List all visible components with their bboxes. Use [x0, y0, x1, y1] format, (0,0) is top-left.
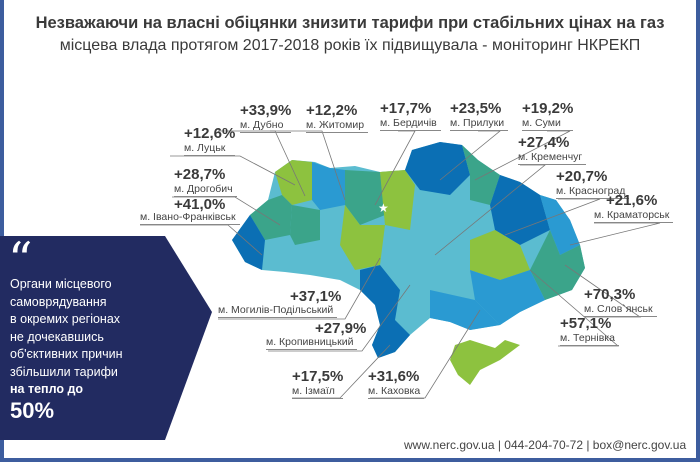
- city-label-mohyliv-podilskyi: м. Могилів-Подільський: [218, 304, 338, 318]
- city-label-zhytomyr: +12,2% м. Житомир: [306, 102, 369, 133]
- quote-icon: “: [8, 232, 33, 288]
- region-chernihiv: [405, 142, 470, 195]
- region-odesa: [360, 265, 410, 358]
- city-label-izmail: +17,5% м. Ізмаїл: [292, 368, 344, 399]
- quote-text: Органи місцевого самоврядування в окреми…: [10, 276, 123, 399]
- city-label-dubno: +33,9% м. Дубно: [240, 102, 292, 133]
- page-subtitle: місцева влада протягом 2017-2018 років ї…: [59, 37, 641, 54]
- city-label-kakhovka: +31,6% м. Каховка: [368, 368, 425, 399]
- region-lviv: [250, 195, 292, 240]
- footer-contacts: www.nerc.gov.ua | 044-204-70-72 | box@ne…: [404, 438, 687, 452]
- region-kherson: [430, 290, 500, 330]
- region-zaporizhzhia: [470, 270, 545, 325]
- quote-line: не дочекавшись: [10, 329, 104, 344]
- quote-line: в окремих регіонах: [10, 312, 121, 326]
- city-label-mohyliv-value: +37,1%: [290, 288, 342, 305]
- region-kyiv: [380, 170, 415, 230]
- capital-star-icon: ★: [378, 201, 389, 215]
- region-volyn: [275, 160, 312, 205]
- region-luhansk: [540, 195, 580, 255]
- page-title: Незважаючи на власні обіцянки знизити та…: [35, 14, 665, 32]
- city-label-kropyvnytskyi: м. Кропивницький: [266, 336, 358, 350]
- region-sumy: [462, 145, 500, 205]
- region-donetsk: [530, 230, 585, 300]
- city-label-kramatorsk: м. Краматорськ: [594, 209, 674, 223]
- region-vinnytsia: [340, 205, 385, 270]
- city-label-berdychiv: +17,7% м. Бердичів: [380, 100, 441, 131]
- city-label-pryluky: +23,5% м. Прилуки: [450, 100, 509, 131]
- city-label-kramatorsk-value: +21,6%: [606, 192, 658, 209]
- quote-line: об'єктивних причин: [10, 347, 123, 361]
- city-label-krasnohrad: +20,7% м. Красноград: [556, 168, 630, 199]
- city-label-ternivka: +57,1% м. Тернівка: [560, 315, 619, 346]
- region-dnipro: [470, 230, 530, 280]
- quote-line: Органи місцевого: [10, 277, 112, 291]
- region-zakarpattia: [232, 215, 265, 270]
- leader-lines: [140, 130, 661, 399]
- quote-line: збільшили тарифи: [10, 364, 118, 379]
- region-zhytomyr: [345, 170, 385, 225]
- city-label-drohobych: +28,7% м. Дрогобич: [174, 166, 237, 197]
- city-label-lutsk: +12,6% м. Луцьк: [184, 125, 236, 156]
- city-name-ivano-frankivsk: м. Івано-Франківськ: [140, 211, 240, 225]
- region-kharkiv: [490, 175, 550, 245]
- quote-highlight: 50%: [10, 398, 55, 423]
- region-crimea: [450, 340, 520, 385]
- quote-line: самоврядування: [10, 294, 107, 309]
- region-ternopil: [290, 205, 320, 245]
- quote-bold-line: на тепло до: [10, 382, 84, 396]
- city-label-sumy: +19,2% м. Суми: [522, 100, 574, 131]
- quote-panel: [0, 236, 212, 440]
- city-label-kropyvnytskyi-value: +27,9%: [315, 320, 367, 337]
- city-label-sloviansk: +70,3% м. Слов`янськ: [584, 286, 657, 317]
- city-label-ivano-frankivsk: +41,0%: [174, 196, 226, 213]
- city-label-kremenchuk: +27,4% м. Кременчуг: [518, 134, 587, 165]
- map-regions: ★: [232, 142, 585, 385]
